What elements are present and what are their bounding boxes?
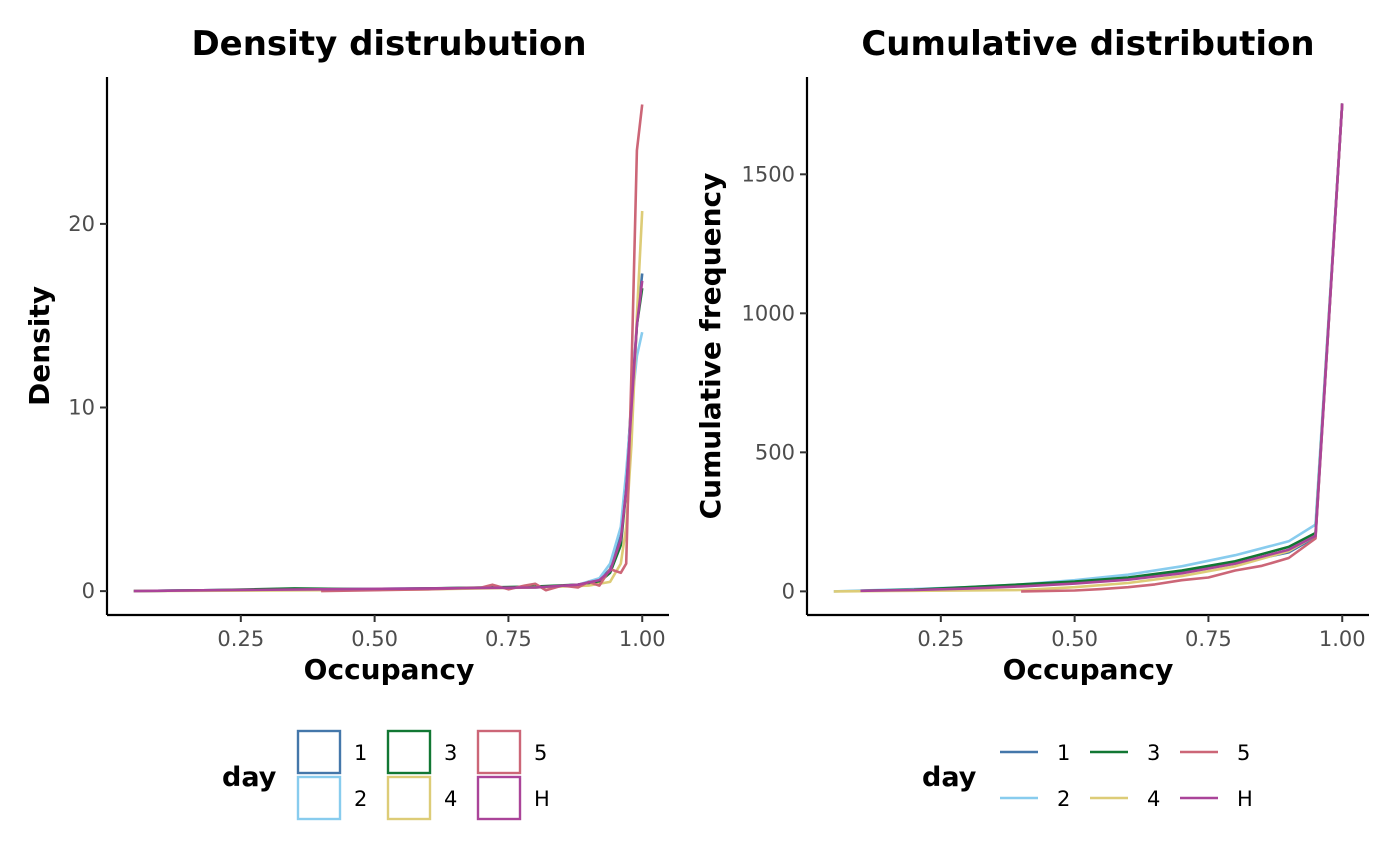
density-legend-item-3: 3 <box>386 729 457 775</box>
density-legend: day 1 2 3 4 5 H <box>222 729 550 821</box>
density-legend-item-4: 4 <box>386 775 457 821</box>
density-y-tick-label: 20 <box>68 212 95 236</box>
density-legend-key <box>296 775 342 821</box>
density-legend-item-5: 5 <box>476 729 547 775</box>
density-legend-label: 3 <box>444 741 457 765</box>
density-series-line-1 <box>133 273 644 593</box>
density-legend-label: 4 <box>444 787 457 811</box>
density-y-tick-label: 0 <box>82 579 95 603</box>
density-legend-key <box>476 775 522 821</box>
density-legend-label: 2 <box>354 787 367 811</box>
density-x-tick-label: 0.25 <box>217 627 264 651</box>
cumulative-legend-label: 5 <box>1237 741 1250 765</box>
density-series-line-3 <box>133 288 644 593</box>
cumulative-series-line-2 <box>833 103 1344 593</box>
density-chart-title: Density distrubution <box>191 24 586 64</box>
cumulative-legend-item-H: H <box>1180 787 1253 811</box>
cumulative-legend-label: 3 <box>1147 741 1160 765</box>
density-series-line-5 <box>321 104 644 593</box>
cumulative-legend-item-1: 1 <box>1000 741 1070 765</box>
density-legend-title: day <box>222 762 277 793</box>
cumulative-x-tick-label: 1.00 <box>1319 627 1366 651</box>
cumulative-legend-item-3: 3 <box>1090 741 1160 765</box>
density-legend-label: H <box>534 787 550 811</box>
density-x-tick-label: 1.00 <box>619 627 666 651</box>
cumulative-y-tick-label: 0 <box>782 579 795 603</box>
density-legend-key <box>296 729 342 775</box>
density-y-tick-label: 10 <box>68 396 95 420</box>
density-legend-key <box>476 729 522 775</box>
cumulative-legend-label: 2 <box>1057 787 1070 811</box>
cumulative-legend-label: H <box>1237 787 1253 811</box>
density-x-tick-label: 0.50 <box>351 627 398 651</box>
density-legend-key <box>386 775 432 821</box>
cumulative-chart-title: Cumulative distribution <box>861 24 1314 64</box>
density-y-axis-title: Density <box>23 286 56 406</box>
cumulative-x-axis-title: Occupancy <box>1003 653 1174 686</box>
cumulative-series-line-3 <box>860 103 1344 593</box>
density-panel: Density distrubution Occupancy Density 0… <box>23 24 669 821</box>
density-legend-item-2: 2 <box>296 775 367 821</box>
cumulative-y-tick-label: 500 <box>755 440 795 464</box>
cumulative-y-tick-label: 1000 <box>742 301 795 325</box>
cumulative-plot-area: 0.25 0.50 0.75 1.00 0 500 1000 1500 <box>742 77 1369 651</box>
density-legend-label: 1 <box>354 741 367 765</box>
density-legend-key <box>386 729 432 775</box>
density-x-axis-title: Occupancy <box>304 653 475 686</box>
density-series-line-H <box>133 280 644 593</box>
cumulative-series-line-4 <box>833 103 1344 593</box>
cumulative-y-axis-title: Cumulative frequency <box>694 173 727 520</box>
cumulative-legend: day 1 2 3 4 5 H <box>922 741 1253 811</box>
cumulative-series-line-5 <box>1021 103 1344 593</box>
cumulative-legend-item-5: 5 <box>1180 741 1250 765</box>
cumulative-legend-label: 1 <box>1057 741 1070 765</box>
cumulative-x-tick-label: 0.50 <box>1051 627 1098 651</box>
density-legend-item-1: 1 <box>296 729 367 775</box>
density-legend-item-H: H <box>476 775 550 821</box>
density-series-line-4 <box>133 210 644 593</box>
cumulative-panel: Cumulative distribution Occupancy Cumula… <box>694 24 1369 811</box>
density-x-tick-label: 0.75 <box>485 627 532 651</box>
cumulative-series-line-H <box>860 103 1344 593</box>
cumulative-y-tick-label: 1500 <box>742 162 795 186</box>
cumulative-legend-item-4: 4 <box>1090 787 1160 811</box>
cumulative-series-line-1 <box>860 103 1344 593</box>
density-series-line-2 <box>133 331 644 593</box>
cumulative-legend-item-2: 2 <box>1000 787 1070 811</box>
density-legend-label: 5 <box>534 741 547 765</box>
density-plot-area: 0.25 0.50 0.75 1.00 0 10 20 <box>68 77 669 651</box>
cumulative-legend-title: day <box>922 762 977 793</box>
cumulative-x-tick-label: 0.25 <box>917 627 964 651</box>
cumulative-legend-label: 4 <box>1147 787 1160 811</box>
cumulative-x-tick-label: 0.75 <box>1185 627 1232 651</box>
